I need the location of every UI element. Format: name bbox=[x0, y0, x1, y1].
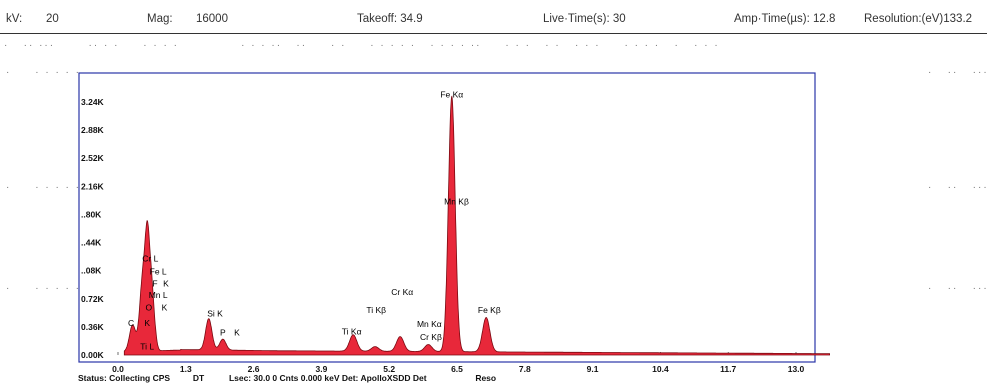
peak-label: K bbox=[162, 302, 168, 312]
peak-label: C bbox=[128, 318, 134, 328]
mag-label: Mag: bbox=[147, 13, 173, 25]
resolution-label: Reso bbox=[475, 373, 497, 383]
x-tick-label: 7.8 bbox=[519, 364, 531, 374]
y-tick-label: 0.72K bbox=[81, 294, 105, 304]
kv-label: kV: bbox=[6, 13, 23, 25]
decorative-dots: · ·· ··· bbox=[928, 67, 987, 78]
y-tick-labels: 0.00K 0.36K 0.72K ..08K ..44K ..80K 2.16K 2.52K… bbox=[81, 97, 105, 360]
live-seconds-text: Lsec: 30.0 0 Cnts 0.000 keV Det: ApolloX… bbox=[228, 373, 427, 383]
y-tick-label: ..80K bbox=[81, 209, 102, 219]
x-tick-label: 5.2 bbox=[383, 364, 395, 374]
x-tick-label: 0.0 bbox=[112, 364, 124, 374]
peak-label: Fe Kα bbox=[440, 89, 463, 99]
status-bar: Status: Collecting CPS DT Lsec: 30.0 0 C… bbox=[78, 373, 496, 383]
y-tick-label: 2.52K bbox=[81, 153, 105, 163]
resolution-readout: Resolution:(eV)133.2 bbox=[864, 13, 973, 25]
spectrum-area-series bbox=[123, 95, 830, 356]
x-tick-labels: 0.0 1.3 2.6 3.9 5.2 6.5 7.8 9.1 10.4 11.7 13.0 bbox=[112, 364, 804, 374]
decorative-dots: · ·· ··· bbox=[928, 283, 987, 294]
x-tick-label: 1.3 bbox=[180, 364, 192, 374]
peak-label: Mn Kα bbox=[417, 319, 442, 329]
takeoff-readout: Takeoff: 34.9 bbox=[357, 13, 423, 25]
peak-label: O bbox=[145, 302, 152, 312]
peak-annotations: Fe Kα Mn Kβ Cr Kα Ti Kβ Fe Kβ Ti Kα Mn Kα Cr Kβ… bbox=[128, 89, 501, 351]
mag-value: 16000 bbox=[196, 13, 228, 25]
peak-label: Si K bbox=[207, 309, 223, 319]
x-tick-label: 9.1 bbox=[587, 364, 599, 374]
decorative-dots: · ·· ··· ·· · · · · · · · · · ·· ·· · · … bbox=[4, 40, 720, 51]
y-tick-label: 2.88K bbox=[81, 125, 105, 135]
peak-label: Ti Kβ bbox=[366, 305, 386, 315]
decorative-dots: · · · · · · bbox=[6, 182, 81, 193]
peak-label: P bbox=[220, 327, 226, 337]
peak-label: Fe L bbox=[150, 267, 167, 277]
peak-label: Cr Kβ bbox=[420, 332, 442, 342]
peak-label: Ti Kα bbox=[342, 327, 362, 337]
header-divider bbox=[0, 33, 987, 34]
parameter-header: kV: 20 Mag: 16000 Takeoff: 34.9 Live·Tim… bbox=[0, 0, 987, 30]
amp-time-readout: Amp·Time(µs): 12.8 bbox=[734, 13, 836, 25]
x-tick-label: 10.4 bbox=[652, 364, 669, 374]
peak-label: Cr Kα bbox=[391, 287, 413, 297]
peak-label: Ti L bbox=[140, 342, 154, 352]
y-tick-label: 2.16K bbox=[81, 181, 105, 191]
decorative-dots: · · · · · · bbox=[6, 67, 81, 78]
x-tick-label: 11.7 bbox=[720, 364, 736, 374]
y-tick-label: 0.36K bbox=[81, 322, 105, 332]
x-tick-label: 13.0 bbox=[788, 364, 805, 374]
peak-label: Cr L bbox=[142, 253, 158, 263]
peak-label: Mn Kβ bbox=[444, 196, 469, 206]
x-tick-label: 3.9 bbox=[315, 364, 327, 374]
peak-label: K bbox=[144, 318, 150, 328]
dead-time-label: DT bbox=[192, 373, 205, 383]
x-tick-label: 2.6 bbox=[248, 364, 260, 374]
y-tick-label: ..44K bbox=[81, 238, 102, 248]
peak-label: F bbox=[152, 278, 157, 288]
peak-label: Mn L bbox=[149, 290, 168, 300]
peak-label: K bbox=[234, 327, 240, 337]
status-text: Status: Collecting CPS bbox=[78, 373, 171, 383]
live-time-readout: Live·Time(s): 30 bbox=[543, 13, 626, 25]
y-tick-label: 0.00K bbox=[81, 350, 105, 360]
x-tick-label: 6.5 bbox=[451, 364, 463, 374]
y-tick-label: ..08K bbox=[81, 266, 102, 276]
y-tick-label: 3.24K bbox=[81, 97, 105, 107]
decorative-dots: · ·· ··· bbox=[928, 182, 987, 193]
peak-label: Fe Kβ bbox=[478, 305, 501, 315]
kv-value: 20 bbox=[46, 13, 59, 25]
decorative-dots: · · · · · · bbox=[6, 283, 81, 294]
peak-label: K bbox=[163, 278, 169, 288]
